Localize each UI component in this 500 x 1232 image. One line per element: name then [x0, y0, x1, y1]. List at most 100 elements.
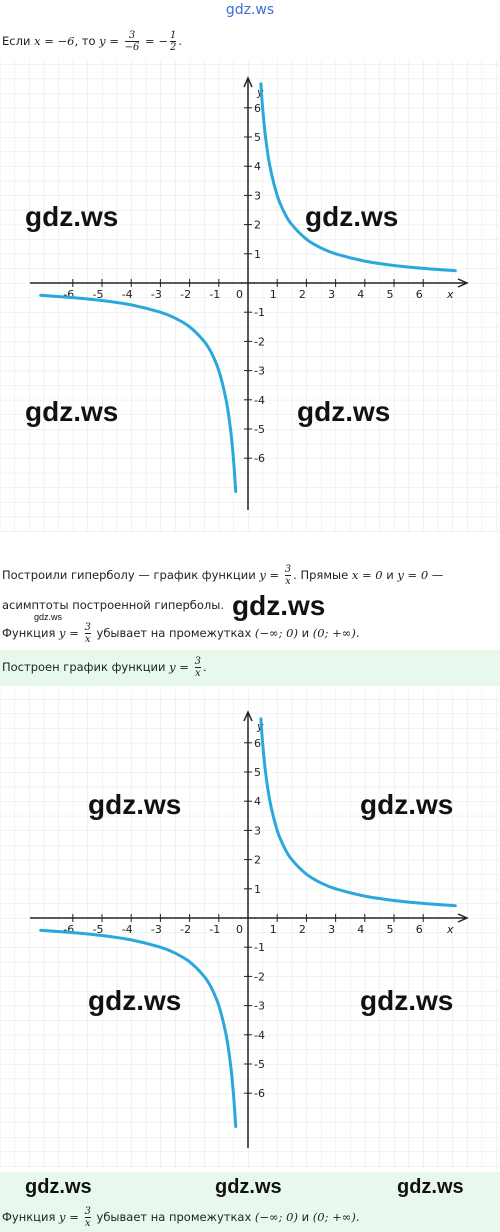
x-tick-label: 1	[270, 923, 277, 936]
denominator: 2	[169, 41, 177, 53]
x-tick-label: -2	[180, 923, 191, 936]
y-tick-label: -6	[254, 1087, 265, 1100]
y-tick-label: 2	[254, 219, 261, 232]
formula: y =	[59, 626, 83, 640]
text: .	[355, 1210, 360, 1224]
y-arrow	[243, 76, 253, 88]
formula: y = 0	[397, 568, 429, 582]
x-tick-label: -1	[209, 923, 220, 936]
x-tick-label: -1	[209, 288, 220, 301]
hyperbola-branch	[259, 82, 457, 273]
numerator: 3	[284, 564, 292, 575]
watermark: gdz.ws	[88, 985, 181, 1016]
formula: (−∞; 0)	[254, 626, 298, 640]
x-tick-label: 6	[416, 288, 423, 301]
text: .	[202, 660, 207, 674]
denominator: x	[84, 633, 91, 645]
x-tick-label: -4	[122, 288, 133, 301]
formula: y =	[59, 1210, 83, 1224]
x-tick-label: 1	[270, 288, 277, 301]
y-tick-label: 2	[254, 854, 261, 867]
formula: (0; +∞)	[312, 1210, 356, 1224]
y-tick-label: -4	[254, 394, 265, 407]
watermark: gdz.ws	[25, 1176, 92, 1198]
formula: = −	[141, 34, 168, 48]
y-tick-label: -3	[254, 1000, 265, 1013]
x-tick-label: 4	[357, 923, 364, 936]
y-tick-label: 4	[254, 160, 261, 173]
numerator: 1	[169, 30, 177, 41]
x-tick-label: -2	[180, 288, 191, 301]
watermark: gdz.ws	[297, 396, 390, 427]
origin-label: 0	[236, 923, 243, 936]
y-tick-label: -5	[254, 1058, 265, 1071]
y-arrow	[243, 710, 253, 722]
denominator: x	[194, 667, 201, 679]
watermark: gdz.ws	[88, 789, 181, 820]
y-tick-label: -2	[254, 335, 265, 348]
text: и	[382, 568, 398, 582]
watermark: gdz.ws	[34, 612, 63, 622]
y-tick-label: 3	[254, 824, 261, 837]
x-tick-label: 2	[299, 288, 306, 301]
x-tick-label: -6	[63, 288, 74, 301]
y-tick-label: 1	[254, 248, 261, 261]
x-axis-label: x	[446, 288, 454, 301]
formula: y =	[259, 568, 283, 582]
intro-text: Если x = −6, то y = 3 −6 = −1 2.	[2, 30, 182, 53]
text: Функция	[2, 1210, 60, 1224]
text: и	[297, 1210, 313, 1224]
x-tick-label: -6	[63, 923, 74, 936]
x-arrow	[457, 278, 469, 288]
x-tick-label: -5	[93, 923, 104, 936]
denominator: −6	[124, 41, 140, 53]
watermark: gdz.ws	[360, 985, 453, 1016]
text: — асимптоты построенной гиперболы.	[2, 568, 444, 612]
denominator: x	[84, 1217, 91, 1229]
denominator: x	[284, 575, 292, 587]
y-tick-label: -1	[254, 941, 265, 954]
watermark: gdz.ws	[25, 396, 118, 427]
y-tick-label: -3	[254, 365, 265, 378]
text: и	[297, 626, 313, 640]
origin-label: 0	[236, 288, 243, 301]
x-tick-label: -5	[93, 288, 104, 301]
y-tick-label: 4	[254, 795, 261, 808]
x-tick-label: 4	[357, 288, 364, 301]
y-tick-label: -1	[254, 306, 265, 319]
x-tick-label: -4	[122, 923, 133, 936]
y-tick-label: 3	[254, 189, 261, 202]
numerator: 3	[84, 622, 91, 633]
watermark: gdz.ws	[225, 2, 275, 18]
x-tick-label: 3	[328, 288, 335, 301]
y-tick-label: 5	[254, 131, 261, 144]
y-tick-label: 1	[254, 883, 261, 896]
text: Если	[2, 34, 35, 48]
text: .	[355, 626, 360, 640]
formula: x = 0	[351, 568, 383, 582]
numerator: 3	[128, 30, 136, 41]
formula: y =	[169, 660, 193, 674]
text: . Прямые	[293, 568, 352, 582]
x-tick-label: 6	[416, 923, 423, 936]
text: Построили гиперболу — график функции	[2, 568, 260, 582]
text: , то	[74, 34, 100, 48]
grid	[0, 60, 500, 532]
x-tick-label: 2	[299, 923, 306, 936]
text: убывает на промежутках	[92, 1210, 255, 1224]
x-tick-label: -3	[151, 923, 162, 936]
y-tick-label: -2	[254, 970, 265, 983]
fraction: 3 −6	[124, 30, 140, 53]
formula: (0; +∞)	[312, 626, 356, 640]
x-axis-label: x	[446, 923, 454, 936]
